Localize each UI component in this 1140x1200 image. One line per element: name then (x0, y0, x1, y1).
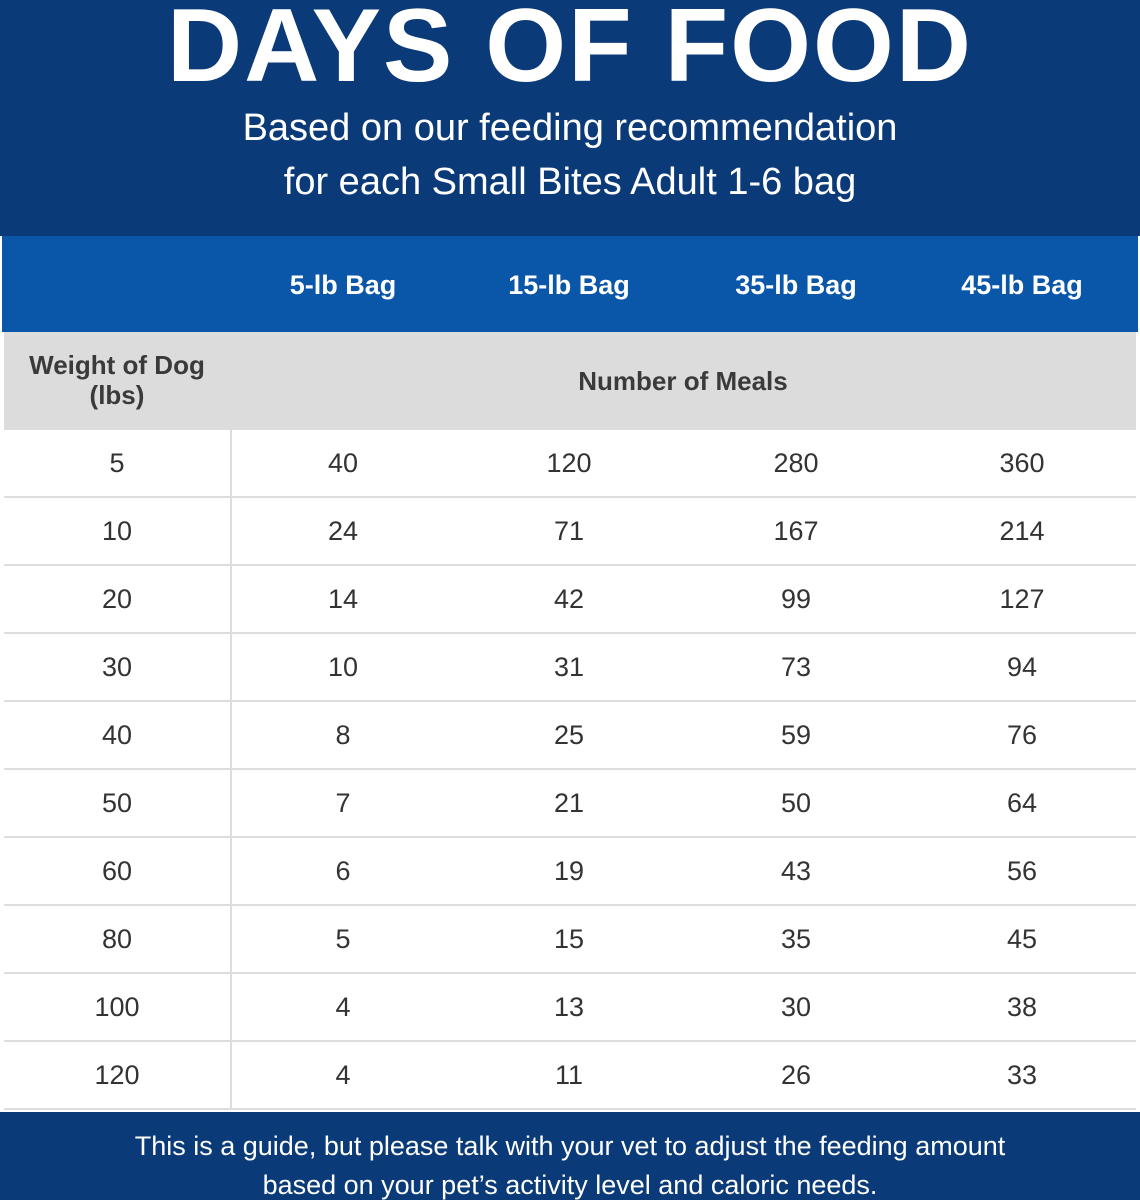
meals-cell: 360 (999, 448, 1045, 478)
meals-cell: 4 (335, 992, 351, 1022)
bag-header-5lb: 5-lb Bag (289, 270, 397, 300)
meals-cell: 30 (780, 992, 812, 1022)
subheader-band (4, 332, 1136, 430)
meals-cell: 214 (999, 516, 1045, 546)
meals-cell: 56 (1006, 856, 1038, 886)
weight-column-divider (230, 430, 232, 1110)
table-row: 5 40 120 280 360 (4, 430, 1136, 498)
meals-cell: 71 (553, 516, 585, 546)
meals-cell: 99 (780, 584, 812, 614)
bag-header-35lb: 35-lb Bag (735, 270, 857, 300)
meals-cell: 127 (999, 584, 1045, 614)
meals-cell: 40 (327, 448, 359, 478)
meals-cell: 26 (780, 1060, 812, 1090)
weight-cell: 20 (101, 584, 133, 614)
meals-cell: 25 (553, 720, 585, 750)
meals-cell: 35 (780, 924, 812, 954)
number-of-meals-header: Number of Meals (578, 366, 788, 396)
subtitle-line-1: Based on our feeding recommendation (242, 107, 898, 149)
table-row: 100 4 13 30 38 (4, 974, 1136, 1042)
table-row: 20 14 42 99 127 (4, 566, 1136, 634)
meals-cell: 280 (773, 448, 819, 478)
weight-cell: 50 (101, 788, 133, 818)
feeding-table: 5-lb Bag 15-lb Bag 35-lb Bag 45-lb Bag W… (0, 236, 1140, 1112)
table-row: 40 8 25 59 76 (4, 702, 1136, 770)
meals-cell: 10 (327, 652, 359, 682)
subtitle-line-2: for each Small Bites Adult 1-6 bag (283, 161, 857, 203)
weight-cell: 10 (101, 516, 133, 546)
meals-cell: 11 (554, 1060, 584, 1090)
weight-cell: 100 (94, 992, 140, 1022)
meals-cell: 14 (327, 584, 359, 614)
table-row: 60 6 19 43 56 (4, 838, 1136, 906)
footer-note-line-1: This is a guide, but please talk with yo… (134, 1131, 1006, 1161)
footer-note-line-2: based on your pet’s activity level and c… (262, 1170, 878, 1200)
meals-cell: 120 (546, 448, 592, 478)
meals-cell: 19 (553, 856, 585, 886)
table-row: 10 24 71 167 214 (4, 498, 1136, 566)
weight-cell: 30 (101, 652, 133, 682)
weight-cell: 60 (101, 856, 133, 886)
meals-cell: 38 (1006, 992, 1038, 1022)
weight-cell: 120 (94, 1060, 140, 1090)
meals-cell: 94 (1006, 652, 1038, 682)
meals-cell: 31 (553, 652, 585, 682)
table-row: 50 7 21 50 64 (4, 770, 1136, 838)
meals-cell: 42 (553, 584, 585, 614)
weight-header-line-2: (lbs) (89, 380, 145, 410)
table-body: 5 40 120 280 360 10 24 71 167 214 20 14 42 99 127 30 10 3… (4, 430, 1136, 1110)
meals-cell: 21 (553, 788, 585, 818)
meals-cell: 15 (553, 924, 585, 954)
weight-of-dog-header: Weight of Dog (lbs) (4, 350, 230, 410)
weight-cell: 40 (101, 720, 133, 750)
meals-cell: 4 (335, 1060, 351, 1090)
meals-cell: 7 (335, 788, 351, 818)
table-row: 30 10 31 73 94 (4, 634, 1136, 702)
page-title: DAYS OF FOOD (166, 0, 974, 104)
meals-cell: 8 (335, 720, 351, 750)
meals-cell: 73 (780, 652, 812, 682)
bag-header-45lb: 45-lb Bag (961, 270, 1083, 300)
meals-cell: 24 (327, 516, 359, 546)
meals-cell: 50 (780, 788, 812, 818)
bag-header-15lb: 15-lb Bag (508, 270, 630, 300)
weight-cell: 5 (109, 448, 125, 478)
meals-cell: 167 (773, 516, 819, 546)
meals-cell: 5 (335, 924, 351, 954)
meals-cell: 64 (1006, 788, 1038, 818)
meals-cell: 45 (1006, 924, 1038, 954)
weight-header-line-1: Weight of Dog (29, 350, 205, 380)
meals-cell: 33 (1006, 1060, 1038, 1090)
table-row: 80 5 15 35 45 (4, 906, 1136, 974)
bag-header-band (2, 236, 1138, 332)
meals-cell: 13 (553, 992, 585, 1022)
meals-cell: 6 (335, 856, 351, 886)
meals-cell: 43 (780, 856, 812, 886)
weight-cell: 80 (101, 924, 133, 954)
table-row: 120 4 11 26 33 (4, 1042, 1136, 1110)
meals-cell: 59 (780, 720, 812, 750)
meals-cell: 76 (1006, 720, 1038, 750)
